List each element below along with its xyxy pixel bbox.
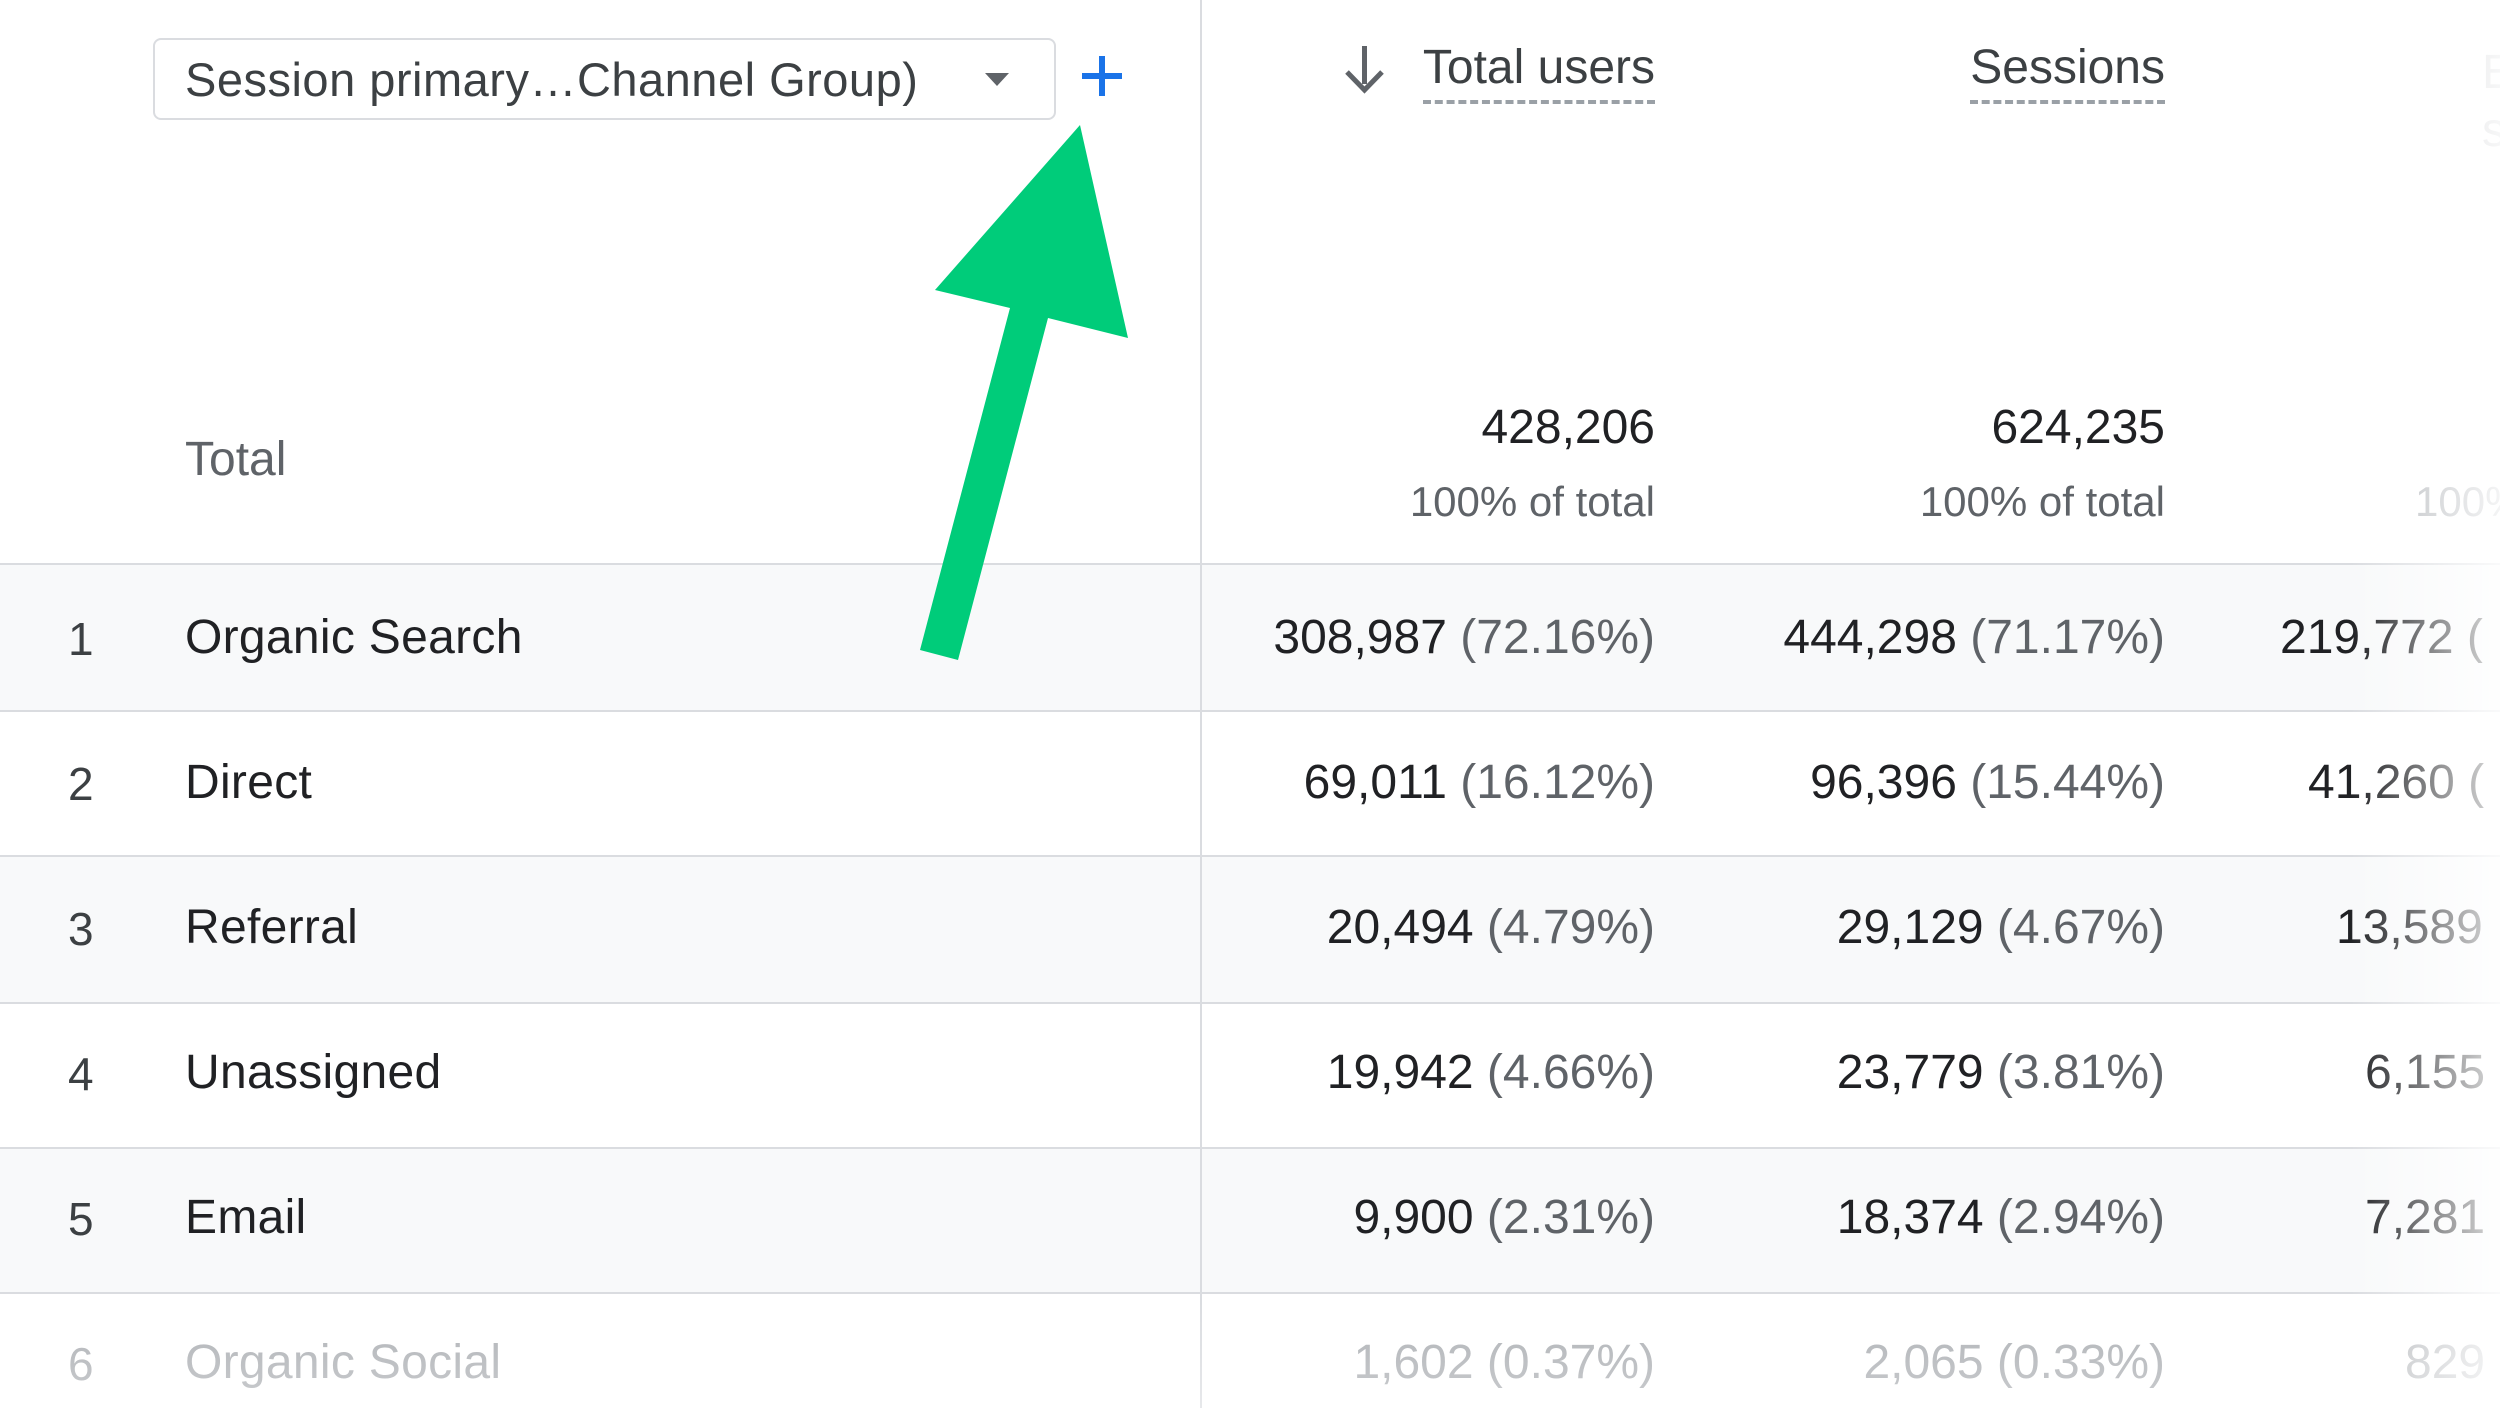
dropdown-caret-icon <box>985 73 1009 86</box>
row-sessions-value: 18,374 <box>1836 1191 1984 1244</box>
row-users-cell: 1,602 (0.37%) <box>1353 1335 1655 1390</box>
column-header-total-users-label: Total users <box>1422 41 1655 104</box>
row-users-cell: 308,987 (72.16%) <box>1273 610 1655 665</box>
row-users-cell: 9,900 (2.31%) <box>1353 1190 1655 1245</box>
row-partial-cell: 6,155 <box>2365 1046 2486 1099</box>
total-partial-percent: 100% <box>2415 478 2500 525</box>
column-header-sessions[interactable]: Sessions <box>1970 40 2165 104</box>
row-partial-cell: 219,772 ( <box>2280 611 2483 664</box>
row-sessions-cell: 29,129 (4.67%) <box>1837 900 2165 955</box>
row-sessions-percent: (3.81%) <box>1996 1046 2165 1099</box>
row-sessions-value: 23,779 <box>1836 1046 1984 1099</box>
row-number: 5 <box>68 1193 94 1245</box>
row-channel-name: Email <box>185 1191 307 1244</box>
row-channel-name: Organic Search <box>185 611 523 664</box>
row-users-value: 19,942 <box>1326 1046 1474 1099</box>
row-users-value: 1,602 <box>1353 1336 1474 1389</box>
dimension-select-label: Session primary…Channel Group) <box>185 52 919 106</box>
row-sessions-cell: 2,065 (0.33%) <box>1863 1335 2165 1390</box>
total-users-percent: 100% of total <box>1409 478 1655 525</box>
row-partial-cell: 829 <box>2405 1336 2486 1389</box>
row-sessions-cell: 96,396 (15.44%) <box>1810 755 2165 810</box>
row-sessions-percent: (2.94%) <box>1996 1191 2165 1244</box>
row-users-percent: (4.79%) <box>1486 901 1655 954</box>
row-users-value: 9,900 <box>1353 1191 1474 1244</box>
row-number: 1 <box>68 613 94 665</box>
row-channel-name: Organic Social <box>185 1336 502 1389</box>
row-users-value: 20,494 <box>1326 901 1474 954</box>
row-sessions-value: 2,065 <box>1863 1336 1984 1389</box>
arrow-down-icon[interactable] <box>1342 44 1388 96</box>
row-sessions-percent: (15.44%) <box>1970 756 2165 809</box>
row-users-percent: (0.37%) <box>1486 1336 1655 1389</box>
column-header-sessions-label: Sessions <box>1970 41 2165 104</box>
row-number: 3 <box>68 903 94 955</box>
row-band-6 <box>0 1292 2500 1408</box>
row-users-value: 308,987 <box>1273 611 1447 664</box>
total-label: Total <box>185 433 287 486</box>
column-header-partial[interactable]: E s <box>2482 46 2500 157</box>
row-users-percent: (72.16%) <box>1460 611 1655 664</box>
row-users-cell: 69,011 (16.12%) <box>1304 755 1655 810</box>
row-number: 4 <box>68 1048 94 1100</box>
row-number: 6 <box>68 1338 94 1390</box>
dimension-select[interactable]: Session primary…Channel Group) <box>153 38 1056 120</box>
row-users-cell: 19,942 (4.66%) <box>1327 1045 1655 1100</box>
add-dimension-button[interactable] <box>1080 48 1124 104</box>
row-users-percent: (2.31%) <box>1486 1191 1655 1244</box>
row-sessions-cell: 23,779 (3.81%) <box>1837 1045 2165 1100</box>
row-partial-cell: 7,281 <box>2365 1191 2486 1244</box>
total-sessions-percent: 100% of total <box>1919 478 2165 525</box>
row-sessions-value: 96,396 <box>1810 756 1957 809</box>
row-band-4 <box>0 1002 2500 1147</box>
row-band-1 <box>0 563 2500 710</box>
row-sessions-value: 444,298 <box>1783 611 1957 664</box>
row-sessions-cell: 444,298 (71.17%) <box>1783 610 2165 665</box>
plus-icon <box>1082 56 1122 96</box>
row-sessions-value: 29,129 <box>1836 901 1984 954</box>
row-channel-name: Direct <box>185 756 313 809</box>
row-partial-cell: 41,260 ( <box>2308 756 2485 809</box>
column-header-total-users[interactable]: Total users <box>1422 40 1655 104</box>
row-partial-cell: 13,589 <box>2336 901 2483 954</box>
row-users-cell: 20,494 (4.79%) <box>1327 900 1655 955</box>
total-users-value: 428,206 <box>1481 401 1655 454</box>
row-sessions-cell: 18,374 (2.94%) <box>1837 1190 2165 1245</box>
row-sessions-percent: (71.17%) <box>1970 611 2165 664</box>
row-users-percent: (16.12%) <box>1460 756 1655 809</box>
row-channel-name: Referral <box>185 901 359 954</box>
row-number: 2 <box>68 758 94 810</box>
row-users-percent: (4.66%) <box>1486 1046 1655 1099</box>
row-sessions-percent: (4.67%) <box>1996 901 2165 954</box>
column-divider <box>1200 0 1202 1408</box>
row-sessions-percent: (0.33%) <box>1996 1336 2165 1389</box>
row-users-value: 69,011 <box>1303 756 1447 809</box>
row-band-3 <box>0 855 2500 1002</box>
total-sessions-value: 624,235 <box>1991 401 2165 454</box>
row-channel-name: Unassigned <box>185 1046 442 1099</box>
row-band-5 <box>0 1147 2500 1292</box>
row-band-2 <box>0 710 2500 855</box>
